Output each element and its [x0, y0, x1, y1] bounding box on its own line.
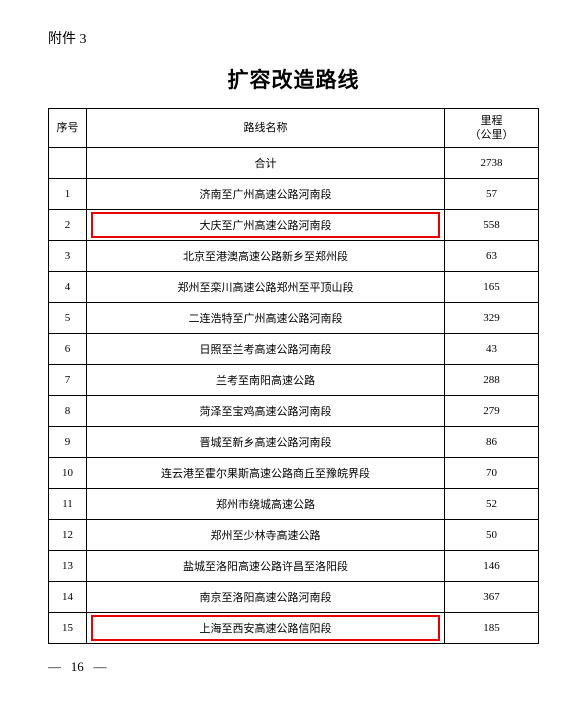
row-mileage: 558 [445, 210, 539, 241]
row-seq: 3 [49, 241, 87, 272]
row-seq: 15 [49, 613, 87, 644]
page-footer: — 16 — [48, 659, 107, 675]
row-mileage: 367 [445, 582, 539, 613]
table-row: 6日照至兰考高速公路河南段43 [49, 334, 539, 365]
table-row: 10连云港至霍尔果斯高速公路商丘至豫皖界段70 [49, 458, 539, 489]
row-name: 晋城至新乡高速公路河南段 [87, 427, 445, 458]
row-seq: 2 [49, 210, 87, 241]
row-name: 郑州市绕城高速公路 [87, 489, 445, 520]
row-seq: 11 [49, 489, 87, 520]
row-seq: 7 [49, 365, 87, 396]
row-name: 二连浩特至广州高速公路河南段 [87, 303, 445, 334]
row-mileage: 57 [445, 179, 539, 210]
row-mileage: 43 [445, 334, 539, 365]
table-row: 8菏泽至宝鸡高速公路河南段279 [49, 396, 539, 427]
row-name: 郑州至栾川高速公路郑州至平顶山段 [87, 272, 445, 303]
total-value-cell: 2738 [445, 148, 539, 179]
routes-table: 序号 路线名称 里程 （公里） 合计 2738 1济南至广州高速公路河南段572… [48, 108, 539, 644]
table-row: 11郑州市绕城高速公路52 [49, 489, 539, 520]
total-seq-cell [49, 148, 87, 179]
table-total-row: 合计 2738 [49, 148, 539, 179]
row-name: 大庆至广州高速公路河南段 [87, 210, 445, 241]
col-header-name: 路线名称 [87, 109, 445, 148]
row-mileage: 185 [445, 613, 539, 644]
table-row: 9晋城至新乡高速公路河南段86 [49, 427, 539, 458]
page-title: 扩容改造路线 [48, 64, 539, 94]
row-seq: 14 [49, 582, 87, 613]
row-mileage: 146 [445, 551, 539, 582]
table-row: 1济南至广州高速公路河南段57 [49, 179, 539, 210]
row-name: 南京至洛阳高速公路河南段 [87, 582, 445, 613]
row-name: 郑州至少林寺高速公路 [87, 520, 445, 551]
row-seq: 1 [49, 179, 87, 210]
row-mileage: 50 [445, 520, 539, 551]
row-name: 菏泽至宝鸡高速公路河南段 [87, 396, 445, 427]
row-name: 日照至兰考高速公路河南段 [87, 334, 445, 365]
row-mileage: 288 [445, 365, 539, 396]
row-seq: 10 [49, 458, 87, 489]
page-number: 16 [71, 659, 84, 674]
row-name: 济南至广州高速公路河南段 [87, 179, 445, 210]
table-row: 12郑州至少林寺高速公路50 [49, 520, 539, 551]
row-seq: 8 [49, 396, 87, 427]
col-header-seq: 序号 [49, 109, 87, 148]
row-mileage: 52 [445, 489, 539, 520]
mileage-label-line2: （公里） [470, 129, 514, 141]
row-seq: 9 [49, 427, 87, 458]
row-mileage: 86 [445, 427, 539, 458]
total-label-cell: 合计 [87, 148, 445, 179]
mileage-label-line1: 里程 [481, 115, 503, 127]
row-seq: 6 [49, 334, 87, 365]
row-mileage: 63 [445, 241, 539, 272]
table-row: 2大庆至广州高速公路河南段558 [49, 210, 539, 241]
table-row: 5二连浩特至广州高速公路河南段329 [49, 303, 539, 334]
row-mileage: 165 [445, 272, 539, 303]
table-row: 3北京至港澳高速公路新乡至郑州段63 [49, 241, 539, 272]
row-seq: 13 [49, 551, 87, 582]
table-row: 7兰考至南阳高速公路288 [49, 365, 539, 396]
table-row: 14南京至洛阳高速公路河南段367 [49, 582, 539, 613]
row-mileage: 279 [445, 396, 539, 427]
col-header-mileage: 里程 （公里） [445, 109, 539, 148]
row-name: 盐城至洛阳高速公路许昌至洛阳段 [87, 551, 445, 582]
row-name: 北京至港澳高速公路新乡至郑州段 [87, 241, 445, 272]
page-dash-right: — [94, 659, 107, 674]
table-header-row: 序号 路线名称 里程 （公里） [49, 109, 539, 148]
row-name: 上海至西安高速公路信阳段 [87, 613, 445, 644]
table-row: 13盐城至洛阳高速公路许昌至洛阳段146 [49, 551, 539, 582]
row-seq: 5 [49, 303, 87, 334]
row-mileage: 329 [445, 303, 539, 334]
page-dash-left: — [48, 659, 61, 674]
row-seq: 12 [49, 520, 87, 551]
row-name: 连云港至霍尔果斯高速公路商丘至豫皖界段 [87, 458, 445, 489]
attachment-label: 附件 3 [48, 28, 539, 48]
table-row: 15上海至西安高速公路信阳段185 [49, 613, 539, 644]
row-name: 兰考至南阳高速公路 [87, 365, 445, 396]
table-row: 4郑州至栾川高速公路郑州至平顶山段165 [49, 272, 539, 303]
row-seq: 4 [49, 272, 87, 303]
row-mileage: 70 [445, 458, 539, 489]
